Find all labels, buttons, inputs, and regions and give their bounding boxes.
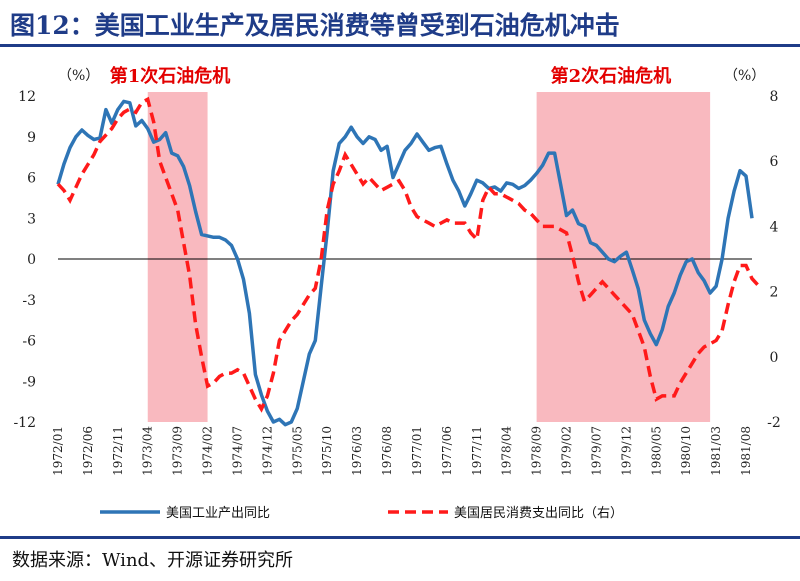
right-tick-label: 8 [770,89,779,105]
x-tick-label: 1979/02 [560,426,574,476]
right-tick-label: 4 [770,219,779,235]
title-divider [0,44,800,47]
left-tick-label: -12 [13,415,36,431]
x-tick-label: 1974/07 [230,426,244,476]
x-tick-label: 1977/11 [470,426,484,476]
crisis-1-label: 第1次石油危机 [110,65,231,87]
x-tick-label: 1972/11 [111,426,125,476]
left-tick-label: 9 [27,130,36,146]
right-axis: 8 6 4 2 0 -2 [767,89,781,431]
consumer-spending-line [56,96,760,413]
x-tick-label: 1981/03 [709,426,723,476]
x-tick-label: 1978/04 [500,426,514,476]
page-title: 图12：美国工业生产及居民消费等曾受到石油危机冲击 [10,11,620,40]
crisis-shading [147,92,711,422]
x-tick-label: 1973/09 [171,426,185,476]
x-tick-label: 1979/07 [589,426,603,476]
x-tick-label: 1979/12 [619,426,633,476]
x-tick-label: 1975/10 [320,426,334,476]
x-tick-label: 1980/10 [679,426,693,476]
right-tick-label: -2 [767,415,781,431]
x-tick-label: 1972/01 [51,426,65,476]
left-tick-label: -6 [22,334,36,350]
x-tick-label: 1977/01 [410,426,424,476]
legend-label-consumer-spending: 美国居民消费支出同比（右） [454,506,623,521]
x-tick-label: 1977/06 [440,426,454,476]
industrial-output-line [56,99,754,427]
left-tick-label: 6 [27,171,36,187]
left-axis-unit: （%） [58,68,99,84]
x-tick-label: 1978/09 [530,426,544,476]
x-tick-label: 1974/12 [260,426,274,476]
x-axis: 1972/01 1972/06 1972/11 1973/04 1973/09 1974/… [51,426,753,476]
crisis-2-label: 第2次石油危机 [551,65,672,87]
left-tick-label: 12 [18,89,36,105]
left-axis: 12 9 6 3 0 -3 -6 -9 -12 [13,89,36,431]
x-tick-label: 1980/05 [649,426,663,476]
right-tick-label: 2 [770,285,779,301]
right-axis-unit: （%） [724,68,765,84]
x-tick-label: 1973/04 [141,426,155,476]
left-tick-label: -3 [22,293,36,309]
source-note: 数据来源：Wind、开源证券研究所 [12,550,294,571]
right-tick-label: 6 [770,154,779,170]
footer-divider [0,536,800,539]
crisis-band-2 [536,92,711,422]
x-tick-label: 1976/08 [380,426,394,476]
right-tick-label: 0 [770,350,779,366]
x-tick-label: 1974/02 [201,426,215,476]
x-tick-label: 1975/05 [290,426,304,476]
left-tick-label: 3 [27,211,36,227]
x-tick-label: 1981/08 [739,426,753,476]
x-tick-label: 1976/03 [350,426,364,476]
left-tick-label: -9 [22,374,36,390]
x-tick-label: 1972/06 [81,426,95,476]
legend-label-industrial-output: 美国工业产出同比 [166,506,270,521]
left-tick-label: 0 [27,252,36,268]
